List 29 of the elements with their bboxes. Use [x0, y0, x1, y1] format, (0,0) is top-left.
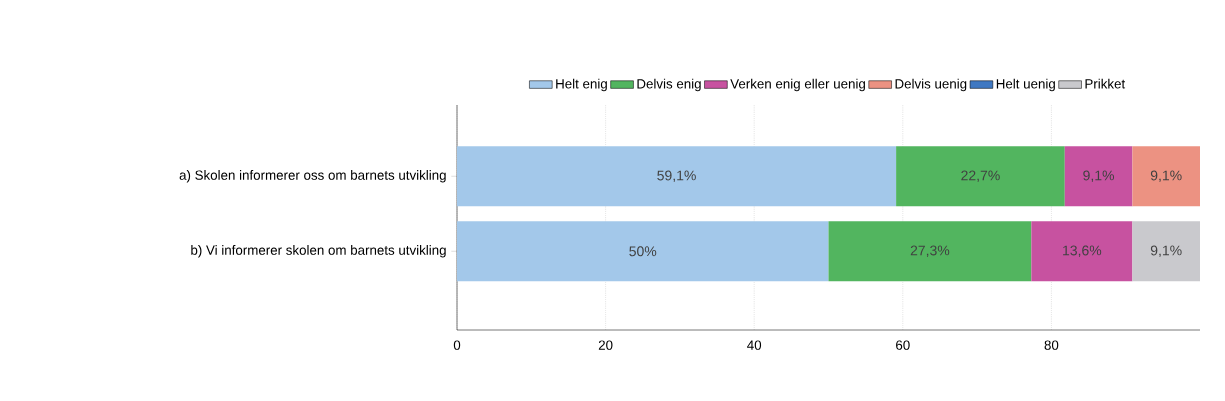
- data-label: 27,3%: [910, 245, 950, 258]
- data-label: 22,7%: [961, 170, 1000, 183]
- bar: [1132, 221, 1200, 282]
- data-label: 9,1%: [1083, 170, 1115, 183]
- x-tick-label: 60: [896, 340, 910, 350]
- legend-label: Prikket: [1085, 78, 1126, 89]
- x-tick-label: 80: [1044, 340, 1059, 350]
- legend-label: Verken enig eller uenig: [730, 78, 865, 92]
- data-label: 9,1%: [1150, 245, 1182, 258]
- legend-label: Helt uenig: [996, 78, 1055, 92]
- y-tick-label: b) Vi informerer skolen om barnets utvikling: [191, 245, 446, 258]
- x-tick-label: 40: [747, 340, 762, 350]
- bar: [1064, 146, 1133, 207]
- data-label: 50%: [629, 246, 657, 257]
- bar: [457, 146, 897, 207]
- data-label: 9,1%: [1150, 170, 1182, 183]
- bar: [1031, 221, 1133, 282]
- bar: [457, 221, 829, 282]
- legend-label: Delvis enig: [637, 78, 701, 92]
- legend-label: Delvis uenig: [895, 78, 967, 92]
- data-label: 59,1%: [657, 170, 696, 183]
- x-tick-label: 0: [453, 340, 461, 350]
- data-label: 13,6%: [1063, 245, 1102, 258]
- bar: [1132, 146, 1200, 207]
- bar: [828, 221, 1032, 282]
- y-tick-label: a) Skolen informerer oss om barnets utvikling: [179, 170, 446, 183]
- legend-label: Helt enig: [556, 78, 607, 92]
- bar: [896, 146, 1065, 207]
- x-tick-label: 20: [598, 340, 613, 350]
